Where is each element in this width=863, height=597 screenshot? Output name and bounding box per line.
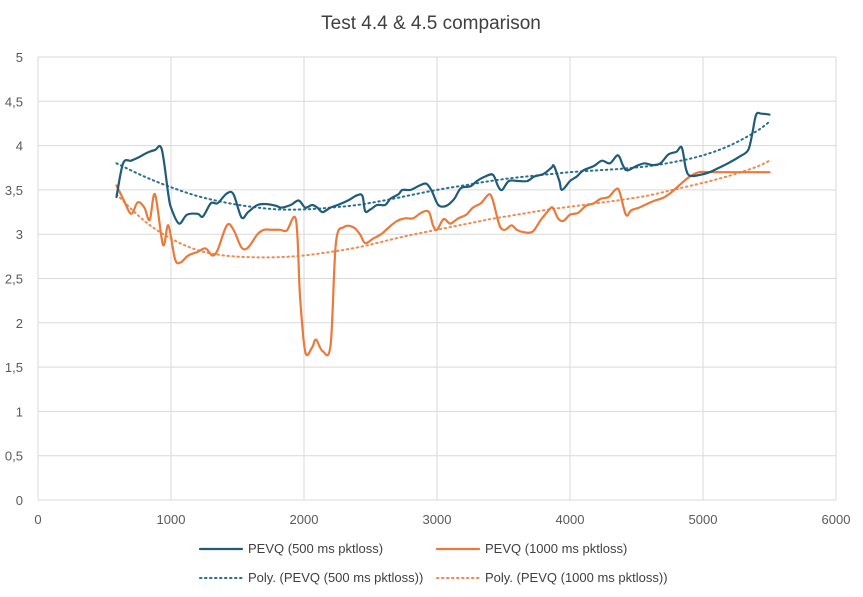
series-line-1: [115, 111, 771, 225]
legend-label: PEVQ (500 ms pktloss): [248, 541, 383, 556]
series-line-4: [115, 159, 771, 259]
gridlines: [37, 56, 837, 501]
y-tick-label: 3: [16, 227, 23, 242]
axes: 0 1000 2000 3000 4000 5000 6000 0 0,5 1 1,5 2 2,5 3 3,…: [5, 50, 851, 527]
y-tick-label: 5: [16, 50, 23, 65]
series-line-3: [115, 120, 771, 211]
x-tick-label: 4000: [556, 512, 585, 527]
legend: PEVQ (500 ms pktloss) PEVQ (1000 ms pktlo…: [198, 541, 668, 585]
y-tick-label: 2: [16, 316, 23, 331]
y-tick-label: 0: [16, 493, 23, 508]
chart-title: Test 4.4 & 4.5 comparison: [321, 13, 541, 34]
legend-label: Poly. (PEVQ (1000 ms pktloss)): [485, 570, 668, 585]
y-tick-label: 3,5: [5, 183, 23, 198]
y-tick-label: 4,5: [5, 94, 23, 109]
series-layer: [115, 111, 771, 357]
x-tick-label: 5000: [689, 512, 718, 527]
x-tick-label: 1000: [157, 512, 186, 527]
y-tick-label: 1: [16, 404, 23, 419]
x-tick-label: 3000: [423, 512, 452, 527]
legend-label: PEVQ (1000 ms pktloss): [485, 541, 627, 556]
series-line-2: [115, 170, 771, 357]
x-tick-label: 2000: [290, 512, 319, 527]
x-tick-label: 0: [34, 512, 41, 527]
y-tick-label: 0,5: [5, 449, 23, 464]
legend-label: Poly. (PEVQ (500 ms pktloss)): [248, 570, 423, 585]
y-tick-label: 2,5: [5, 272, 23, 287]
y-tick-label: 4: [16, 139, 23, 154]
y-tick-label: 1,5: [5, 360, 23, 375]
x-tick-label: 6000: [822, 512, 851, 527]
